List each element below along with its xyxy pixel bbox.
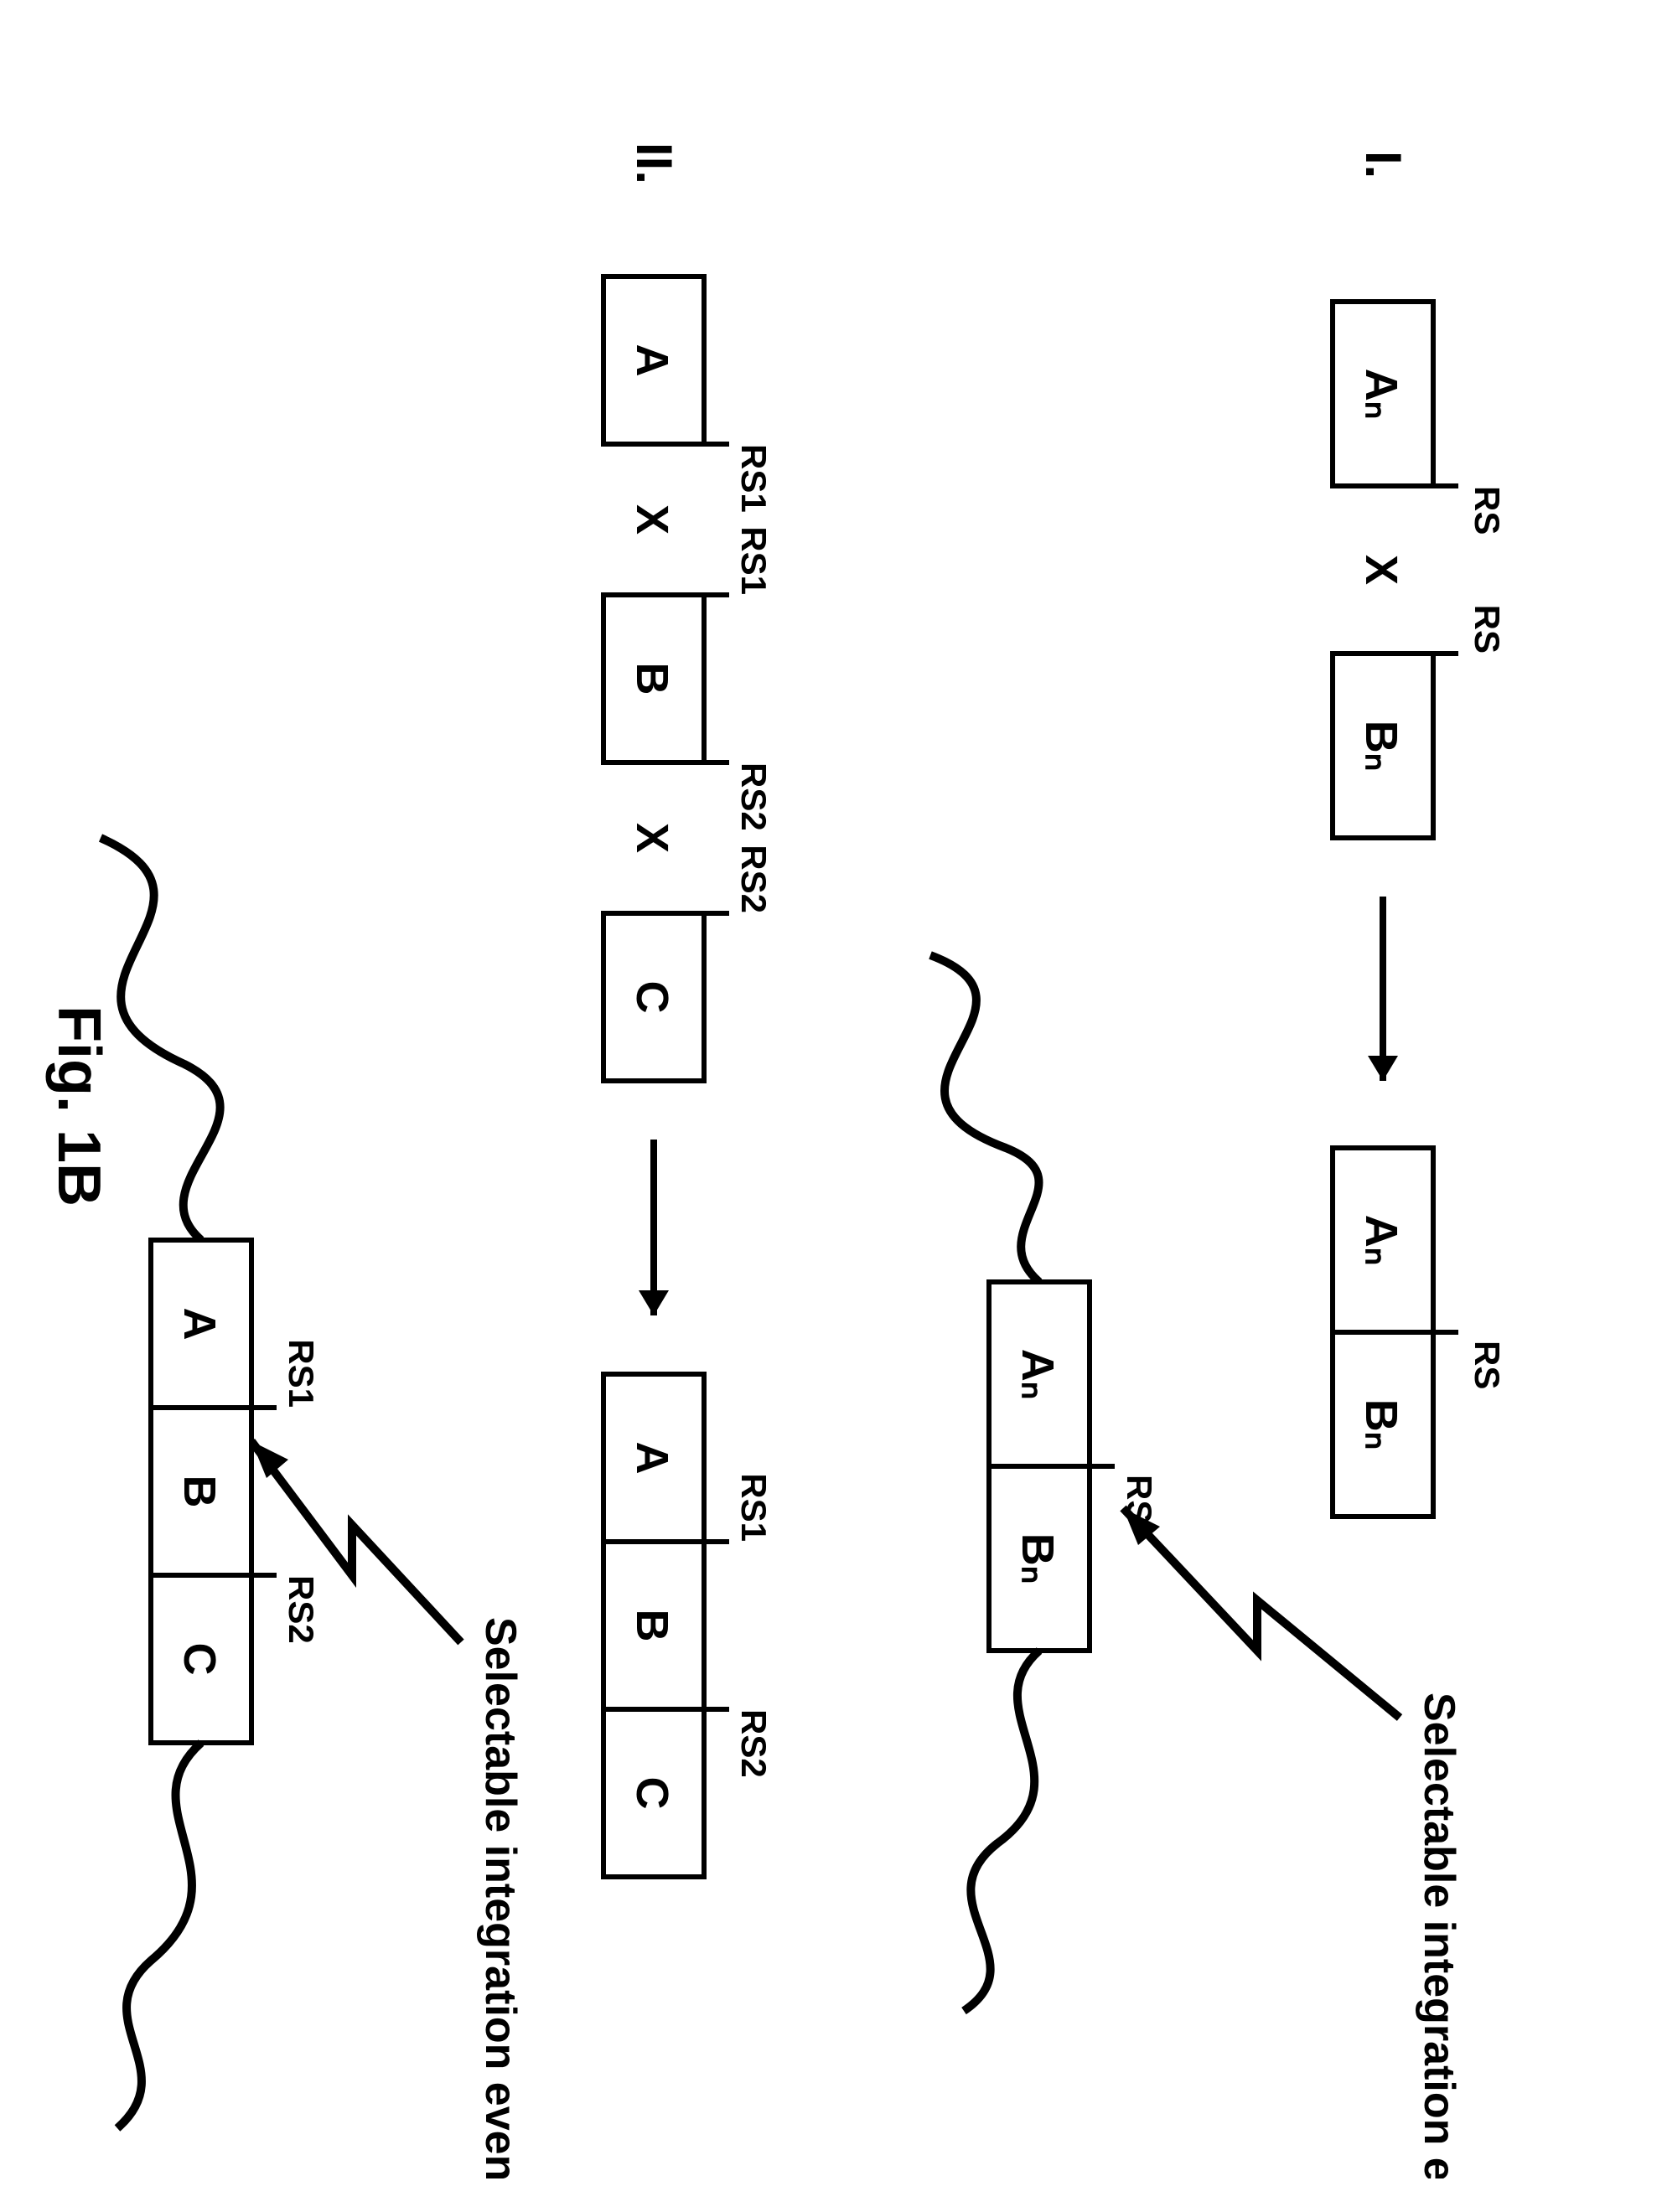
p1-rs-an: RS [1468, 486, 1507, 535]
p2-box-integrated: A B C [151, 1240, 251, 1743]
p1-box-joined: Aₙ Bₙ [1333, 1148, 1433, 1517]
p2-x2: X [627, 823, 677, 853]
p1-rs-bn: RS [1468, 605, 1507, 654]
p2-label-b-j: B [627, 1610, 677, 1642]
section-2-label: II. [626, 142, 682, 184]
p1-box-integrated: Aₙ Bₙ [989, 1282, 1090, 1651]
p2-label-b: B [627, 663, 677, 695]
p1-chrom-left [930, 955, 1039, 1282]
p1-chrom-right [964, 1651, 1039, 2011]
p2-rs2-int: RS2 [282, 1575, 321, 1644]
p1-label-an-left: Aₙ [1356, 369, 1406, 420]
p2-box-c: C [603, 913, 704, 1081]
p2-label-a-j: A [627, 1442, 677, 1475]
p2-chrom-right [117, 1743, 201, 2128]
p2-arrow-join [639, 1140, 669, 1315]
p1-box-bn-left: Bₙ [1333, 654, 1433, 838]
p2-label-c-int: C [174, 1643, 225, 1676]
p2-rs1-b: RS1 [734, 526, 774, 595]
p2-rs1-int: RS1 [282, 1339, 321, 1408]
p2-box-b: B [603, 595, 704, 762]
p2-chrom-left [101, 838, 220, 1240]
p1-events-label: Selectable integration events [1415, 1693, 1463, 2178]
p2-x1: X [627, 504, 677, 535]
p2-rs2-j: RS2 [734, 1709, 774, 1778]
p2-rs1-j: RS1 [734, 1473, 774, 1542]
p2-box-joined: A B C [603, 1374, 704, 1877]
p1-label-bn-int: Bₙ [1012, 1533, 1063, 1584]
p1-box-an-left: Aₙ [1333, 302, 1433, 486]
p2-label-b-int: B [174, 1476, 225, 1508]
p2-events-label: Selectable integration events [476, 1617, 525, 2178]
p1-label-bn-left: Bₙ [1356, 721, 1406, 772]
p2-box-a: A [603, 276, 704, 444]
p2-rs2-b: RS2 [734, 762, 774, 831]
p1-label-an-int: Aₙ [1012, 1349, 1063, 1400]
p2-rs2-c: RS2 [734, 845, 774, 913]
p1-lightning-arrow [1123, 1508, 1400, 1718]
section-1-label: I. [1355, 151, 1411, 178]
p2-label-c-j: C [627, 1777, 677, 1810]
p1-label-bn-joined: Bₙ [1356, 1399, 1406, 1450]
p1-x: X [1356, 555, 1406, 585]
p2-label-c: C [627, 981, 677, 1014]
figure-svg: I. Aₙ RS X Bₙ RS Aₙ Bₙ RS Selectable int… [34, 34, 1626, 2178]
figure-caption: Fig. 1B [45, 1005, 112, 1207]
p2-label-a: A [627, 344, 677, 377]
p2-label-a-int: A [174, 1308, 225, 1341]
p1-rs-joined: RS [1468, 1341, 1507, 1389]
p1-label-an-joined: Aₙ [1356, 1215, 1406, 1266]
p2-rs1-a: RS1 [734, 444, 774, 513]
p1-rs-int: RS [1120, 1475, 1159, 1523]
p1-arrow-join [1368, 897, 1398, 1081]
